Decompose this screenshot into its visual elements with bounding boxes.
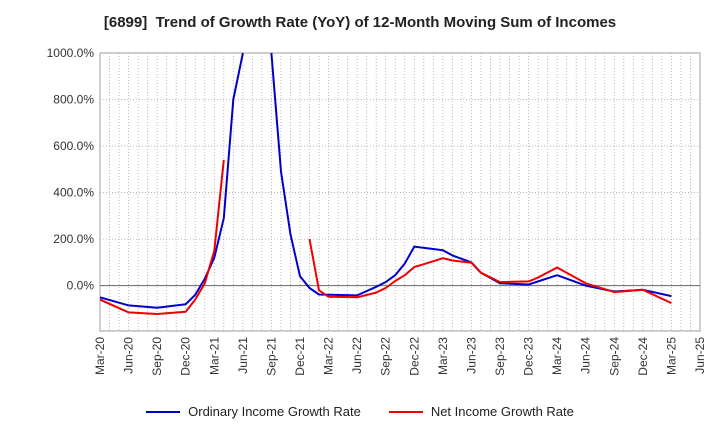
legend-swatch-net-income — [388, 410, 423, 413]
legend-label-net-income: Net Income Growth Rate — [430, 404, 574, 419]
legend-label-ordinary-income: Ordinary Income Growth Rate — [188, 404, 361, 419]
legend-swatch-ordinary-income — [146, 410, 181, 413]
x-tick-label: Dec-21 — [293, 337, 307, 376]
x-tick-label: Mar-23 — [436, 337, 450, 375]
plot-area — [99, 52, 701, 332]
x-tick-label: Mar-21 — [207, 337, 221, 375]
x-tick-label: Sep-22 — [379, 337, 393, 376]
x-tick-label: Mar-20 — [93, 337, 107, 375]
series-line-0 — [270, 53, 672, 298]
x-tick-label: Jun-21 — [236, 337, 250, 374]
legend-item-ordinary-income: Ordinary Income Growth Rate — [146, 404, 361, 419]
x-tick-label: Jun-24 — [579, 337, 593, 374]
x-tick-label: Sep-23 — [493, 337, 507, 376]
series-line-1 — [100, 159, 225, 315]
y-tick-label: 0.0% — [67, 279, 95, 293]
x-tick-label: Jun-25 — [693, 337, 707, 374]
y-tick-label: 400.0% — [53, 186, 94, 200]
series-line-1 — [308, 238, 672, 305]
x-tick-label: Sep-20 — [150, 337, 164, 376]
x-tick-label: Dec-23 — [522, 337, 536, 376]
x-tick-label: Mar-24 — [550, 337, 564, 375]
x-tick-label: Mar-22 — [322, 337, 336, 375]
y-tick-label: 200.0% — [53, 232, 94, 246]
x-tick-label: Dec-22 — [407, 337, 421, 376]
y-tick-label: 600.0% — [53, 139, 94, 153]
x-tick-label: Jun-20 — [122, 337, 136, 374]
chart-title: [6899] Trend of Growth Rate (YoY) of 12-… — [103, 14, 617, 31]
x-tick-label: Sep-24 — [607, 337, 621, 376]
x-tick-label: Jun-22 — [350, 337, 364, 374]
legend-item-net-income: Net Income Growth Rate — [388, 404, 574, 419]
legend: Ordinary Income Growth Rate Net Income G… — [0, 404, 720, 419]
x-tick-label: Jun-23 — [464, 337, 478, 374]
series-line-0 — [100, 53, 244, 309]
x-tick-label: Mar-25 — [664, 337, 678, 375]
x-tick-label: Sep-21 — [264, 337, 278, 376]
x-tick-label: Dec-24 — [636, 337, 650, 376]
y-tick-label: 800.0% — [53, 93, 94, 107]
x-tick-label: Dec-20 — [179, 337, 193, 376]
y-tick-label: 1000.0% — [47, 46, 95, 60]
